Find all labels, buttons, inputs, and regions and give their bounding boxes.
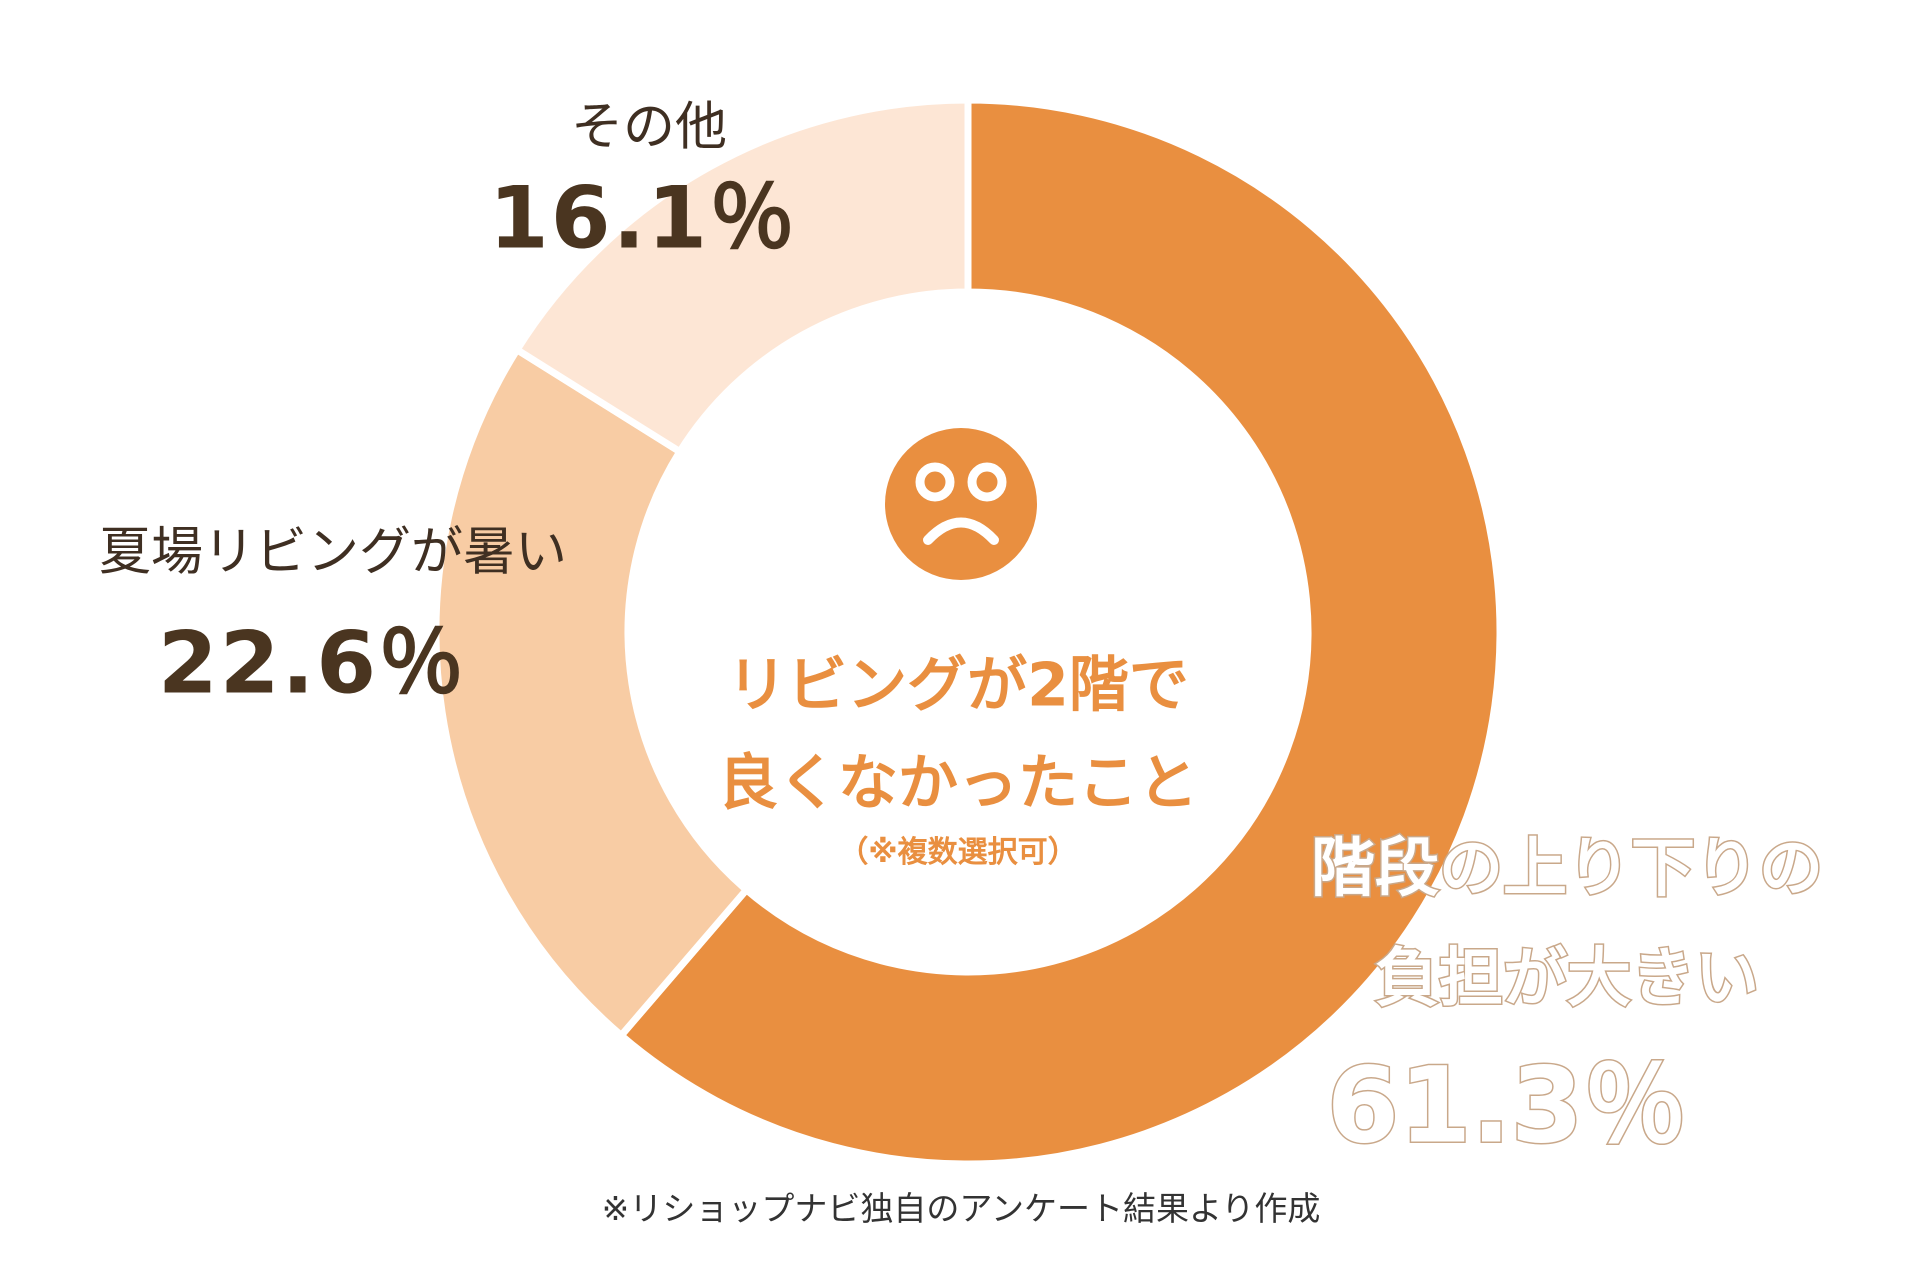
center-title-line-1: リビングが2階で bbox=[727, 650, 1189, 721]
label-other: その他 bbox=[570, 97, 728, 158]
footnote: ※リショップナビ独自のアンケート結果より作成 bbox=[601, 1189, 1321, 1228]
value-summer-hot: 22.6％ bbox=[157, 613, 467, 714]
label-stairs-line-1: 階段の上り下りの bbox=[1310, 831, 1825, 908]
value-stairs: 61.3％ bbox=[1325, 1043, 1689, 1168]
center-subtitle: （※複数選択可） bbox=[838, 835, 1078, 870]
label-stairs-line-2: 負担が大きい bbox=[1374, 941, 1761, 1018]
sad-face-icon bbox=[885, 428, 1037, 580]
center-title-line-2: 良くなかったこと bbox=[718, 748, 1198, 819]
donut-slice-2 bbox=[512, 96, 972, 457]
donut-slice-0 bbox=[616, 96, 1504, 1168]
value-other: 16.1％ bbox=[488, 168, 798, 269]
donut-slice-1 bbox=[432, 344, 752, 1041]
label-summer-hot: 夏場リビングが暑い bbox=[98, 522, 568, 583]
